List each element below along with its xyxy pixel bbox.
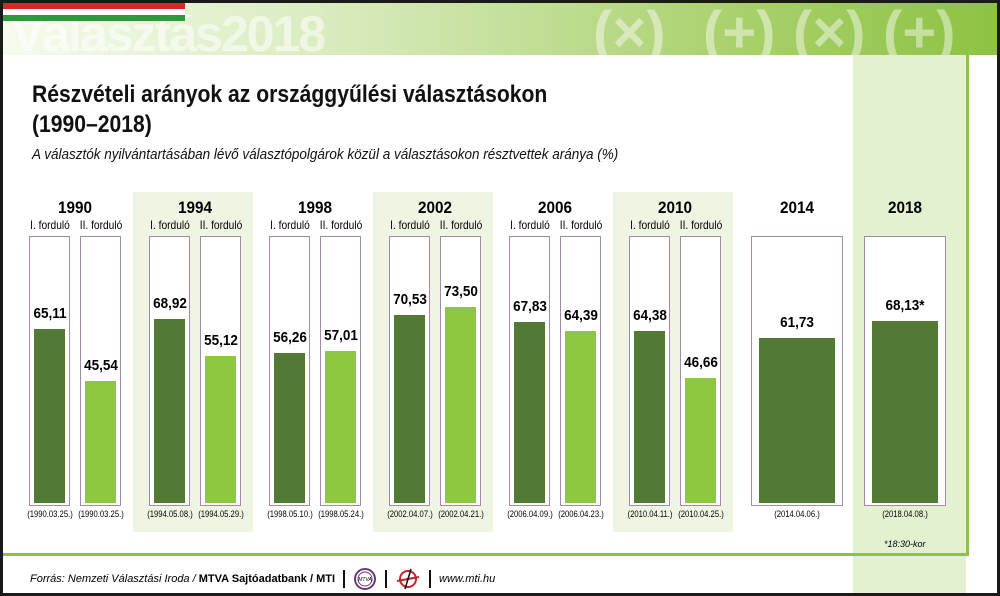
watermark-year: 2018 — [220, 6, 326, 55]
round-label: I. forduló — [29, 218, 70, 232]
year-label: 1998 — [297, 198, 333, 217]
round-label: I. forduló — [389, 218, 430, 232]
round-label: I. forduló — [269, 218, 310, 232]
round-label: I. forduló — [149, 218, 190, 232]
divider — [3, 553, 969, 556]
chart-subtitle: A választók nyilvántartásában lévő válas… — [32, 146, 619, 163]
bar — [565, 331, 596, 503]
bar — [34, 329, 65, 503]
bar — [274, 352, 305, 503]
value-label: 70,53 — [392, 290, 427, 308]
svg-text:MTVA: MTVA — [358, 577, 372, 583]
value-label: 65,11 — [32, 305, 67, 323]
value-label: 57,01 — [323, 326, 358, 344]
date-label: (2006.04.09.) — [506, 509, 553, 519]
x-circle-icon: (×) — [793, 3, 866, 55]
year-label: 2006 — [537, 198, 573, 217]
round-label: II. forduló — [199, 218, 242, 232]
value-label: 64,39 — [563, 307, 598, 325]
value-label: 45,54 — [83, 357, 118, 375]
round-label: II. forduló — [319, 218, 362, 232]
bar — [85, 381, 116, 503]
divider — [966, 55, 969, 555]
value-label: 73,50 — [443, 282, 478, 300]
year-label: 2002 — [417, 198, 453, 217]
round-label: II. forduló — [439, 218, 482, 232]
plus-circle-icon: (+) — [703, 3, 776, 55]
bar — [154, 318, 185, 503]
value-label: 55,12 — [203, 331, 238, 349]
chart-title: Részvételi arányok az országgyűlési vála… — [32, 81, 548, 138]
date-label: (2010.04.25.) — [677, 509, 724, 519]
x-circle-icon: (×) — [593, 3, 666, 55]
date-label: (2010.04.11.) — [627, 509, 672, 519]
website-link[interactable]: www.mti.hu — [439, 573, 496, 585]
year-label: 2018 — [887, 198, 923, 217]
year-label: 1994 — [177, 198, 213, 217]
date-label: (2018.04.08.) — [882, 509, 928, 519]
year-label: 2014 — [779, 198, 815, 217]
year-label: 2010 — [657, 198, 693, 217]
divider — [385, 570, 388, 588]
value-label: 56,26 — [272, 328, 307, 346]
date-label: (1990.03.25.) — [77, 509, 124, 519]
header-banner: Választás2018 (×) (+) (×) (+) — [3, 3, 997, 55]
footnote: *18:30-kor — [884, 539, 926, 549]
round-label: II. forduló — [679, 218, 722, 232]
bar — [445, 306, 476, 503]
bar — [634, 331, 665, 503]
value-label: 46,66 — [683, 354, 718, 372]
bar — [205, 355, 236, 503]
value-label: 68,92 — [152, 294, 187, 312]
round-label: I. forduló — [629, 218, 670, 232]
hungarian-flag — [3, 3, 185, 21]
bar — [514, 321, 545, 503]
value-label: 67,83 — [512, 297, 547, 315]
date-label: (2002.04.07.) — [386, 509, 433, 519]
date-label: (2002.04.21.) — [437, 509, 484, 519]
year-label: 1990 — [57, 198, 93, 217]
mti-logo-icon — [396, 568, 420, 590]
footer: Forrás: Nemzeti Választási Iroda / MTVA … — [30, 567, 495, 591]
bar — [685, 378, 716, 503]
divider — [343, 570, 346, 588]
round-label: II. forduló — [559, 218, 602, 232]
divider — [429, 570, 432, 588]
date-label: (1990.03.25.) — [26, 509, 73, 519]
date-label: (1994.05.29.) — [197, 509, 244, 519]
bar — [759, 338, 835, 503]
date-label: (1998.05.24.) — [317, 509, 364, 519]
value-label: 61,73 — [780, 314, 814, 332]
round-label: II. forduló — [79, 218, 122, 232]
mtva-logo-icon: MTVA — [354, 568, 377, 590]
date-label: (2014.04.06.) — [774, 509, 820, 519]
date-label: (2006.04.23.) — [557, 509, 604, 519]
bar — [872, 321, 938, 503]
date-label: (1994.05.08.) — [146, 509, 193, 519]
date-label: (1998.05.10.) — [266, 509, 313, 519]
value-label: 64,38 — [632, 307, 667, 325]
plus-circle-icon: (+) — [883, 3, 956, 55]
bar — [394, 314, 425, 503]
value-label: 68,13* — [885, 297, 925, 315]
source-text: Forrás: Nemzeti Választási Iroda / MTVA … — [30, 573, 336, 585]
round-label: I. forduló — [509, 218, 550, 232]
bar — [325, 350, 356, 503]
